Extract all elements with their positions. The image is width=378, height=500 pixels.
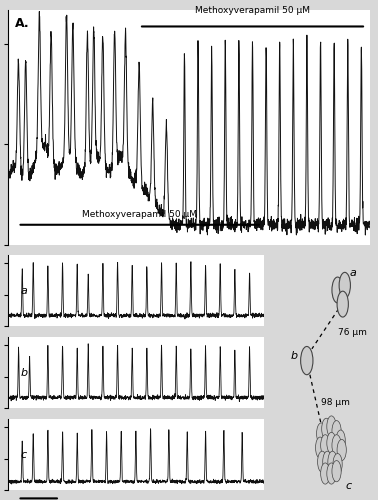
Circle shape: [327, 416, 336, 437]
Circle shape: [332, 434, 341, 456]
Text: b: b: [20, 368, 28, 378]
Circle shape: [316, 423, 326, 444]
Circle shape: [339, 272, 350, 298]
Text: c: c: [20, 450, 26, 460]
Circle shape: [323, 451, 332, 472]
Circle shape: [333, 454, 342, 474]
Circle shape: [327, 463, 336, 484]
Circle shape: [328, 451, 337, 472]
Circle shape: [327, 432, 336, 454]
Circle shape: [337, 440, 346, 460]
Circle shape: [301, 346, 313, 374]
Text: Methoxyverapamil 50 μM: Methoxyverapamil 50 μM: [82, 210, 197, 219]
Circle shape: [332, 460, 341, 482]
Circle shape: [332, 420, 341, 442]
Circle shape: [322, 418, 331, 440]
Circle shape: [321, 463, 330, 484]
Text: a: a: [350, 268, 357, 278]
Text: 76 μm: 76 μm: [338, 328, 366, 337]
Circle shape: [316, 437, 325, 458]
Circle shape: [318, 451, 327, 472]
Circle shape: [321, 434, 330, 456]
Text: a: a: [20, 286, 27, 296]
Text: c: c: [346, 480, 352, 490]
Text: 5 min: 5 min: [45, 282, 73, 292]
Circle shape: [337, 291, 349, 317]
Text: Methoxyverapamil 50 μM: Methoxyverapamil 50 μM: [195, 6, 310, 15]
Text: A.: A.: [15, 17, 29, 30]
Circle shape: [332, 277, 343, 303]
Text: 98 μm: 98 μm: [321, 398, 350, 407]
Circle shape: [336, 430, 345, 451]
Text: b: b: [290, 351, 297, 361]
